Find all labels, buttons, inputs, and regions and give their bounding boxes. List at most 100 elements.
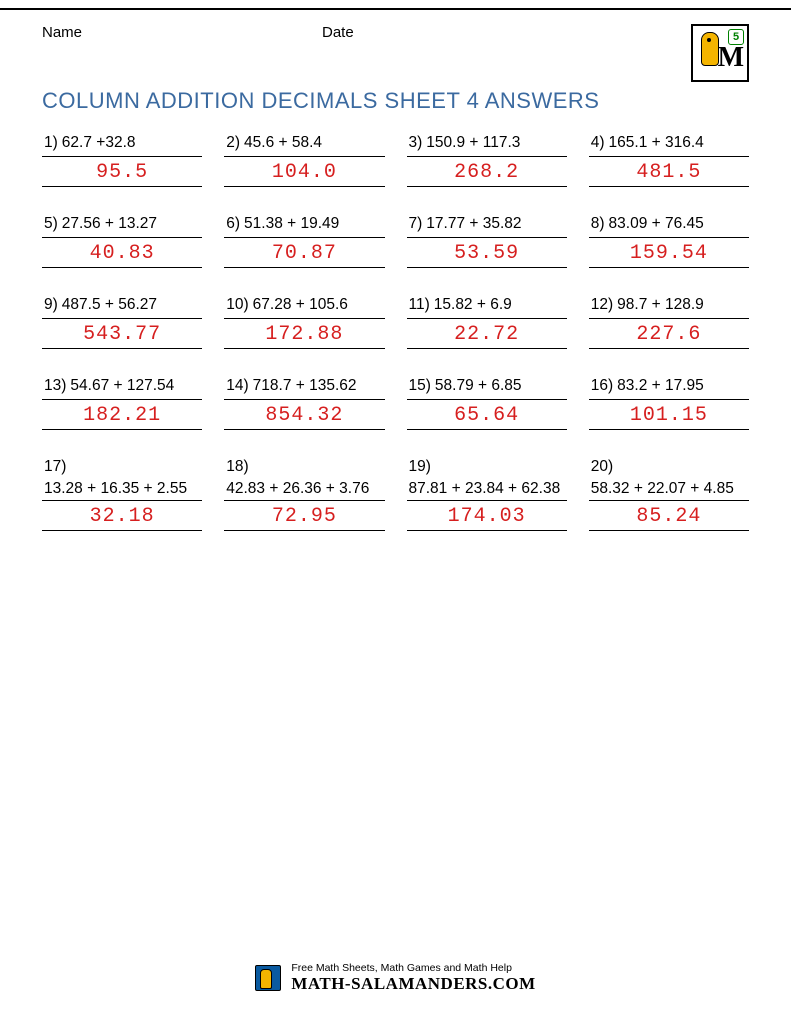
- problem-number: 18): [226, 458, 382, 480]
- problem-expr: 58.79 + 6.85: [431, 377, 522, 394]
- problem-answer: 159.54: [589, 238, 749, 268]
- problem-cell: 9)487.5 + 56.27543.77: [42, 296, 202, 349]
- problem-cell: 17)13.28 + 16.35 + 2.5532.18: [42, 458, 202, 531]
- problem-answer: 543.77: [42, 319, 202, 349]
- problem-cell: 16)83.2 + 17.95101.15: [589, 377, 749, 430]
- problem-expression: 14)718.7 + 135.62: [224, 377, 384, 400]
- problem-cell: 15)58.79 + 6.8565.64: [407, 377, 567, 430]
- brand-logo: M 5: [691, 24, 749, 82]
- problem-number: 4): [591, 134, 605, 151]
- logo-m-icon: M: [718, 42, 741, 74]
- problem-answer: 70.87: [224, 238, 384, 268]
- problem-cell: 4)165.1 + 316.4481.5: [589, 134, 749, 187]
- problem-number: 15): [409, 377, 431, 394]
- problem-answer: 481.5: [589, 157, 749, 187]
- problem-expr: 54.67 + 127.54: [66, 377, 174, 394]
- problem-cell: 13)54.67 + 127.54182.21: [42, 377, 202, 430]
- name-label: Name: [42, 24, 322, 41]
- problem-answer: 104.0: [224, 157, 384, 187]
- footer-logo-icon: [255, 965, 281, 991]
- problem-cell: 6)51.38 + 19.49 70.87: [224, 215, 384, 268]
- problem-answer: 268.2: [407, 157, 567, 187]
- problem-cell: 14)718.7 + 135.62854.32: [224, 377, 384, 430]
- problem-number: 3): [409, 134, 423, 151]
- problem-answer: 22.72: [407, 319, 567, 349]
- problem-expr: 13.28 + 16.35 + 2.55: [44, 480, 200, 498]
- problem-expression: 16)83.2 + 17.95: [589, 377, 749, 400]
- problem-cell: 5)27.56 + 13.2740.83: [42, 215, 202, 268]
- problem-number: 19): [409, 458, 565, 480]
- problem-answer: 854.32: [224, 400, 384, 430]
- problem-answer: 32.18: [42, 501, 202, 531]
- problem-expr: 42.83 + 26.36 + 3.76: [226, 480, 382, 498]
- problem-expression: 13)54.67 + 127.54: [42, 377, 202, 400]
- grade-badge: 5: [728, 29, 744, 45]
- problem-expression: 17)13.28 + 16.35 + 2.55: [42, 458, 202, 501]
- problem-expr: 487.5 + 56.27: [58, 296, 157, 313]
- problem-number: 11): [409, 296, 430, 313]
- problem-answer: 53.59: [407, 238, 567, 268]
- problem-number: 14): [226, 377, 248, 394]
- worksheet-page: Name Date M 5 COLUMN ADDITION DECIMALS S…: [0, 14, 791, 531]
- problem-expression: 9)487.5 + 56.27: [42, 296, 202, 319]
- problem-cell: 20)58.32 + 22.07 + 4.8585.24: [589, 458, 749, 531]
- problem-cell: 3)150.9 + 117.3268.2: [407, 134, 567, 187]
- problem-number: 13): [44, 377, 66, 394]
- problem-number: 20): [591, 458, 747, 480]
- problem-number: 12): [591, 296, 613, 313]
- worksheet-title: COLUMN ADDITION DECIMALS SHEET 4 ANSWERS: [42, 88, 749, 114]
- problem-expr: 83.2 + 17.95: [613, 377, 704, 394]
- problem-expr: 45.6 + 58.4: [240, 134, 322, 151]
- problem-expression: 15)58.79 + 6.85: [407, 377, 567, 400]
- problem-answer: 72.95: [224, 501, 384, 531]
- problem-number: 1): [44, 134, 58, 151]
- problem-expr: 58.32 + 22.07 + 4.85: [591, 480, 747, 498]
- header-row: Name Date M 5: [42, 14, 749, 82]
- problem-expr: 27.56 + 13.27: [58, 215, 157, 232]
- problem-answer: 40.83: [42, 238, 202, 268]
- problem-number: 7): [409, 215, 423, 232]
- problem-expression: 4)165.1 + 316.4: [589, 134, 749, 157]
- problems-grid: 1)62.7 +32.895.5 2)45.6 + 58.4104.0 3)150.…: [42, 134, 749, 531]
- problem-expr: 87.81 + 23.84 + 62.38: [409, 480, 565, 498]
- problem-cell: 10)67.28 + 105.6172.88: [224, 296, 384, 349]
- problem-number: 10): [226, 296, 248, 313]
- problem-expression: 3)150.9 + 117.3: [407, 134, 567, 157]
- problem-cell: 2)45.6 + 58.4104.0: [224, 134, 384, 187]
- problem-number: 8): [591, 215, 605, 232]
- problem-expr: 62.7 +32.8: [58, 134, 136, 151]
- problem-answer: 101.15: [589, 400, 749, 430]
- date-label: Date: [322, 24, 691, 41]
- problem-answer: 182.21: [42, 400, 202, 430]
- problem-expr: 83.09 + 76.45: [605, 215, 704, 232]
- footer-site: MATH-SALAMANDERS.COM: [291, 974, 535, 994]
- problem-answer: 227.6: [589, 319, 749, 349]
- problem-cell: 11)15.82 + 6.9 22.72: [407, 296, 567, 349]
- footer-tagline: Free Math Sheets, Math Games and Math He…: [291, 962, 535, 974]
- problem-expression: 5)27.56 + 13.27: [42, 215, 202, 238]
- problem-cell: 1)62.7 +32.895.5: [42, 134, 202, 187]
- problem-cell: 12)98.7 + 128.9227.6: [589, 296, 749, 349]
- problem-expression: 12)98.7 + 128.9: [589, 296, 749, 319]
- problem-cell: 18)42.83 + 26.36 + 3.7672.95: [224, 458, 384, 531]
- problem-expr: 98.7 + 128.9: [613, 296, 704, 313]
- problem-number: 5): [44, 215, 58, 232]
- problem-expression: 10)67.28 + 105.6: [224, 296, 384, 319]
- problem-number: 9): [44, 296, 58, 313]
- problem-answer: 172.88: [224, 319, 384, 349]
- problem-expression: 19)87.81 + 23.84 + 62.38: [407, 458, 567, 501]
- problem-expression: 20)58.32 + 22.07 + 4.85: [589, 458, 749, 501]
- problem-cell: 19)87.81 + 23.84 + 62.38174.03: [407, 458, 567, 531]
- problem-cell: 7)17.77 + 35.8253.59: [407, 215, 567, 268]
- problem-number: 16): [591, 377, 613, 394]
- problem-expr: 67.28 + 105.6: [249, 296, 348, 313]
- problem-expr: 51.38 + 19.49: [240, 215, 339, 232]
- problem-number: 6): [226, 215, 240, 232]
- problem-expression: 18)42.83 + 26.36 + 3.76: [224, 458, 384, 501]
- problem-expr: 15.82 + 6.9: [430, 296, 512, 313]
- problem-answer: 174.03: [407, 501, 567, 531]
- problem-expression: 2)45.6 + 58.4: [224, 134, 384, 157]
- problem-answer: 65.64: [407, 400, 567, 430]
- problem-expression: 7)17.77 + 35.82: [407, 215, 567, 238]
- footer: Free Math Sheets, Math Games and Math He…: [0, 962, 791, 996]
